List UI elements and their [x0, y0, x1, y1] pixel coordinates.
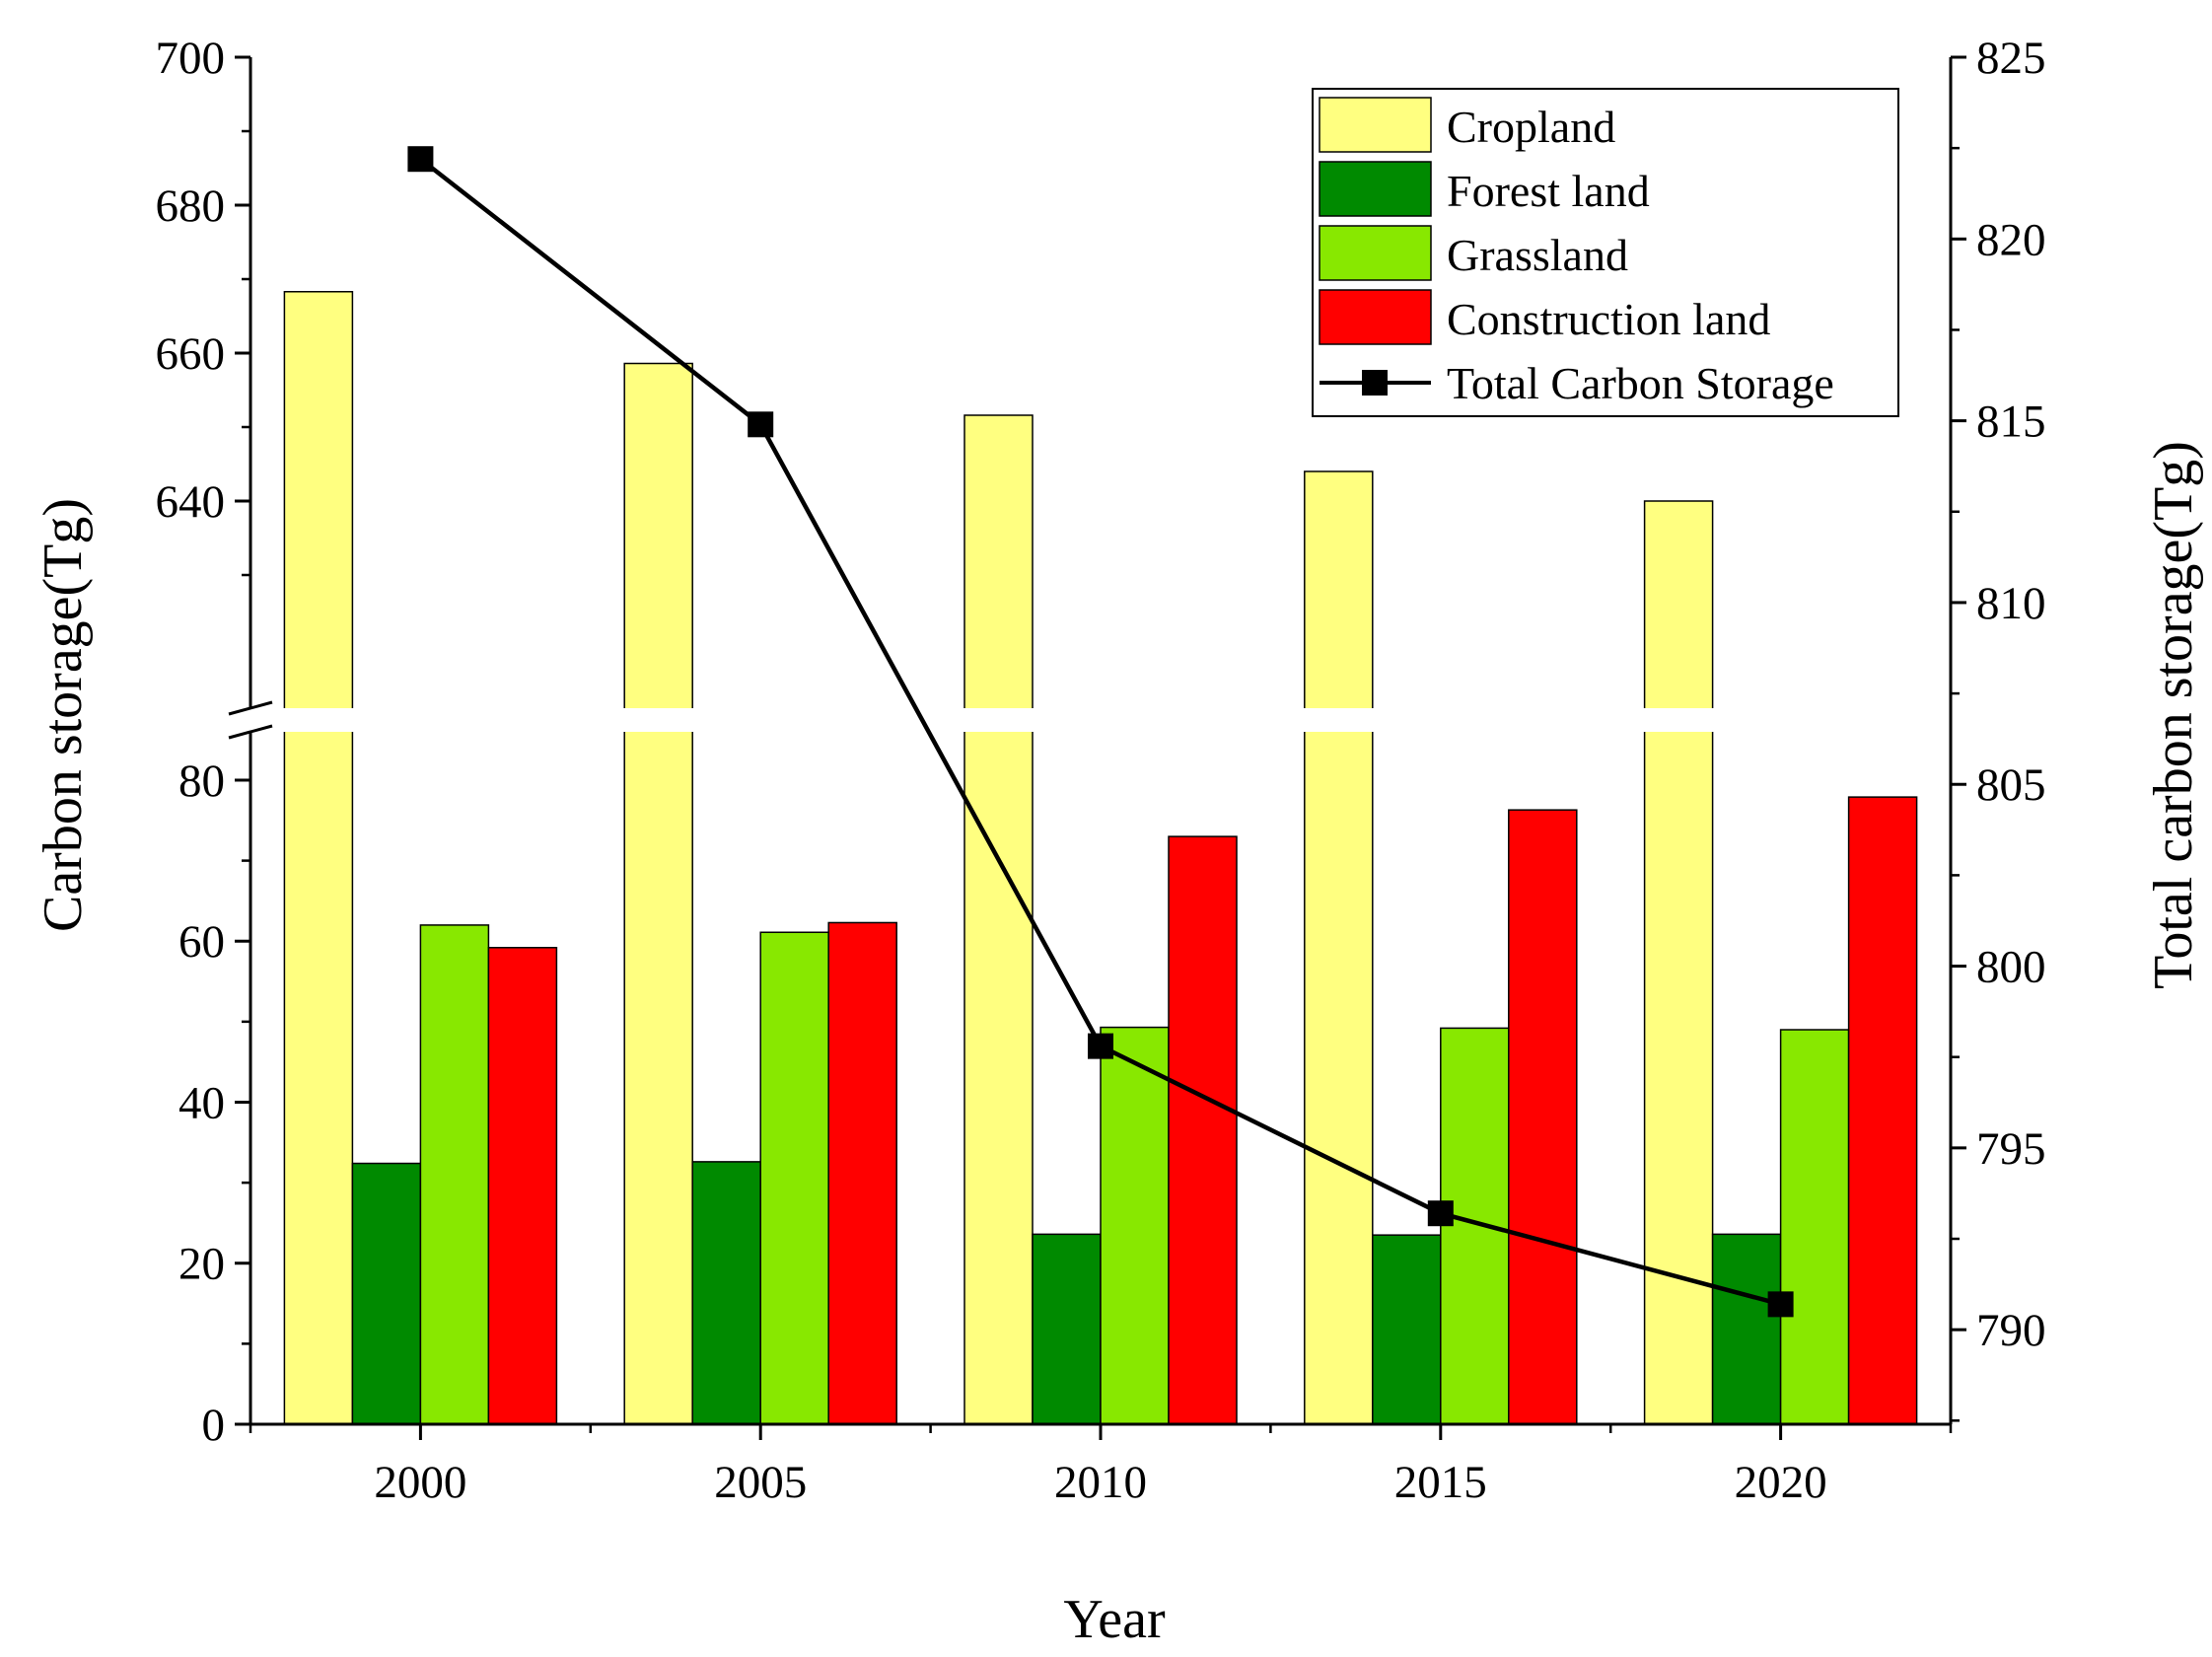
- legend-label-grassland: Grassland: [1447, 230, 1628, 280]
- bar-forest-land-2020: [1711, 1233, 1782, 1425]
- x-axis-ticks: 2000 2005 2010 2015 2020: [249, 1424, 1953, 1508]
- right-tick-label-820: 820: [1976, 214, 2046, 265]
- right-tick-label-825: 825: [1976, 33, 2046, 84]
- bar-cropland-2015: [1304, 470, 1374, 1425]
- bar-construction-land-2020: [1847, 796, 1918, 1425]
- left-tick-label-700: 700: [156, 33, 226, 84]
- x-tick-label-2015: 2015: [1394, 1457, 1487, 1508]
- total-point-2015: [1427, 1200, 1454, 1227]
- bar-forest-land-2000: [351, 1162, 422, 1425]
- total-point-2020: [1767, 1291, 1794, 1318]
- legend-label-total: Total Carbon Storage: [1447, 358, 1834, 408]
- right-tick-label-795: 795: [1976, 1123, 2046, 1175]
- left-tick-label-20: 20: [178, 1239, 225, 1290]
- bar-cropland-2000: [283, 291, 354, 1425]
- legend-swatch-cropland: [1319, 97, 1432, 153]
- total-line-layer: [407, 146, 1794, 1318]
- right-axis-ticks: 790 795 800 805 810 815 820 825: [1951, 33, 2046, 1422]
- total-point-2000: [407, 146, 434, 173]
- bar-construction-land-2005: [827, 921, 897, 1425]
- left-tick-label-40: 40: [178, 1077, 225, 1128]
- legend-label-construction-land: Construction land: [1447, 294, 1770, 344]
- bar-cropland-2020: [1643, 500, 1714, 1425]
- bar-cropland-2005: [623, 362, 693, 1425]
- x-axis-title: Year: [1063, 1589, 1166, 1650]
- legend-swatch-grassland: [1319, 225, 1432, 281]
- left-tick-label-680: 680: [156, 180, 226, 232]
- left-tick-label-0: 0: [202, 1400, 226, 1451]
- x-tick-label-2010: 2010: [1054, 1457, 1147, 1508]
- left-axis-ticks: 0 20 40 60 80 640 660 680 700: [156, 33, 250, 1451]
- y-axis-title: Carbon storage(Tg): [33, 498, 94, 932]
- legend: Cropland Forest land Grassland Construct…: [1312, 88, 1899, 417]
- bar-forest-land-2005: [691, 1161, 761, 1425]
- bar-forest-land-2015: [1372, 1234, 1442, 1425]
- right-tick-label-790: 790: [1976, 1305, 2046, 1356]
- legend-swatch-construction-land: [1319, 289, 1432, 345]
- x-tick-label-2020: 2020: [1735, 1457, 1827, 1508]
- left-tick-label-660: 660: [156, 328, 226, 380]
- y2-axis-title: Total carbon storage(Tg): [2143, 441, 2204, 989]
- legend-label-cropland: Cropland: [1447, 102, 1615, 152]
- bar-forest-land-2010: [1032, 1233, 1102, 1425]
- legend-label-forest-land: Forest land: [1447, 166, 1650, 216]
- bar-construction-land-2000: [487, 947, 558, 1425]
- legend-swatch-forest-land: [1319, 161, 1432, 217]
- bars-layer: [283, 291, 1918, 1425]
- right-tick-label-810: 810: [1976, 578, 2046, 629]
- right-tick-label-815: 815: [1976, 396, 2046, 448]
- bar-grassland-2020: [1779, 1029, 1850, 1425]
- total-point-2005: [748, 411, 774, 438]
- left-tick-label-640: 640: [156, 476, 226, 528]
- legend-marker-total: [1362, 370, 1388, 396]
- axis-break-layer: [228, 700, 1951, 740]
- total-point-2010: [1088, 1033, 1113, 1059]
- bar-construction-land-2015: [1508, 809, 1578, 1425]
- left-tick-label-80: 80: [178, 756, 225, 807]
- bar-construction-land-2010: [1168, 835, 1238, 1425]
- axis-break-gap: [231, 708, 1951, 732]
- x-tick-label-2005: 2005: [714, 1457, 807, 1508]
- x-tick-label-2000: 2000: [374, 1457, 466, 1508]
- bar-grassland-2000: [419, 924, 490, 1425]
- bar-grassland-2010: [1100, 1026, 1170, 1425]
- right-tick-label-805: 805: [1976, 759, 2046, 811]
- bar-cropland-2010: [963, 414, 1034, 1425]
- bar-grassland-2005: [759, 931, 829, 1425]
- left-tick-label-60: 60: [178, 916, 225, 968]
- right-tick-label-800: 800: [1976, 942, 2046, 993]
